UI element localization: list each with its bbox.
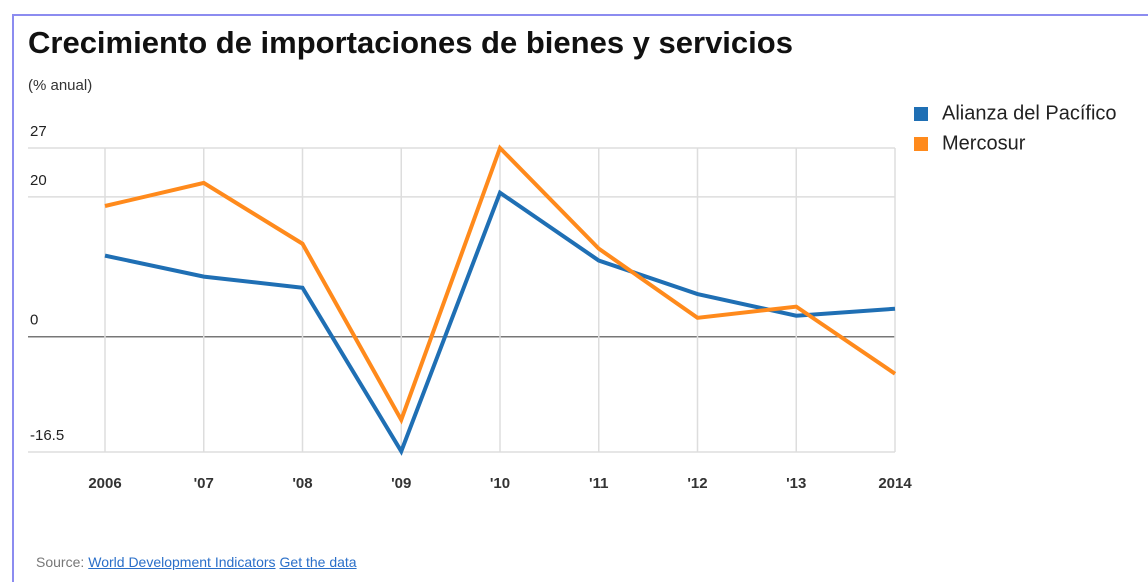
series-line: [104, 144, 897, 425]
chart: Crecimiento de importaciones de bienes y…: [28, 25, 1117, 492]
legend-label: Alianza del Pacífico: [942, 102, 1117, 124]
x-tick-label: 2014: [878, 475, 912, 492]
source: Source: World Development Indicators Get t…: [36, 554, 357, 570]
legend-label: Mercosur: [942, 132, 1026, 154]
x-tick-label: '13: [786, 475, 806, 492]
x-tick-label: '11: [589, 475, 608, 492]
x-tick-label: '10: [490, 475, 510, 492]
x-tick-label: '09: [391, 475, 411, 492]
y-tick-label: 0: [30, 312, 38, 329]
x-tick-label: '08: [292, 475, 312, 492]
chart-subtitle: (% anual): [28, 77, 92, 94]
y-tick-label: 27: [30, 123, 47, 140]
y-tick-label: -16.5: [30, 427, 64, 444]
x-tick-label: 2006: [88, 475, 121, 492]
frame: [12, 14, 1148, 582]
data-link[interactable]: Get the data: [279, 554, 357, 570]
chart-title: Crecimiento de importaciones de bienes y…: [28, 25, 793, 60]
x-tick-label: '12: [687, 475, 707, 492]
source-label: Source:: [36, 554, 85, 570]
y-tick-label: 20: [30, 172, 47, 189]
legend-swatch: [914, 137, 928, 151]
x-tick-label: '07: [194, 475, 214, 492]
source-link[interactable]: World Development Indicators: [88, 554, 276, 570]
legend-swatch: [914, 107, 928, 121]
